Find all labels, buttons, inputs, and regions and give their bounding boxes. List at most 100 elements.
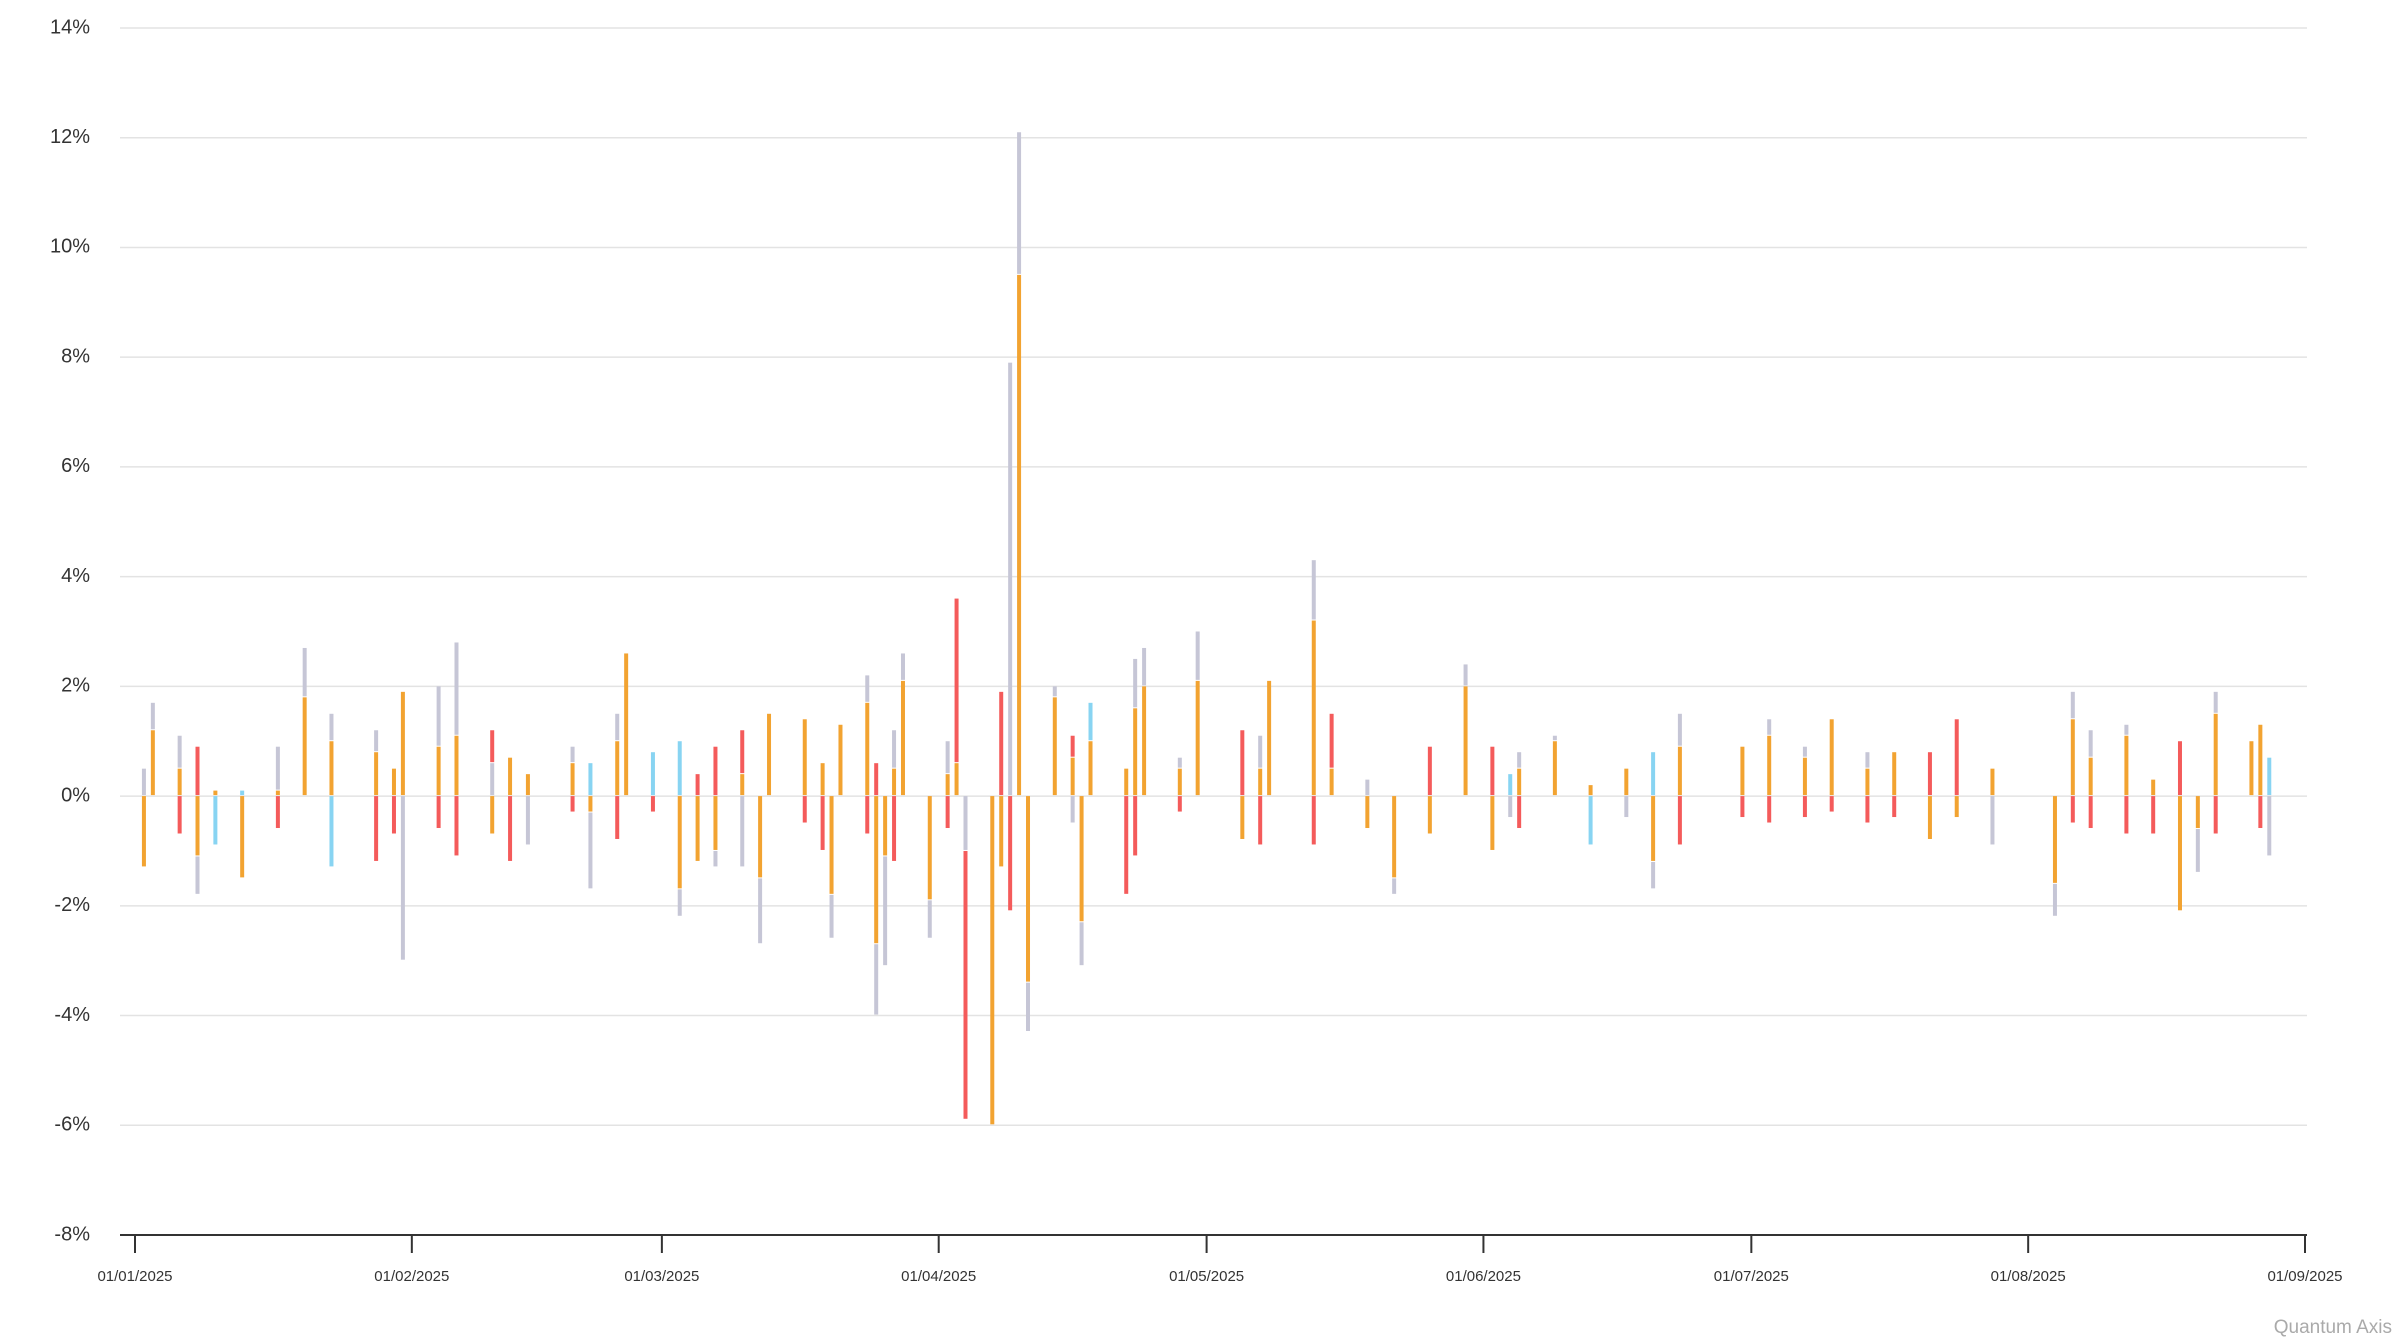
bar-segment: [1651, 752, 1656, 796]
bar-segment: [1365, 779, 1370, 796]
bar-segment: [1927, 796, 1932, 839]
bar-segment: [999, 796, 1004, 867]
bar-segment: [2195, 796, 2200, 829]
bar-segment: [1624, 768, 1629, 796]
bar-segment: [1258, 796, 1263, 845]
bar-segment: [1392, 878, 1397, 894]
y-tick-label: -8%: [54, 1223, 90, 1245]
x-tick-label: 01/01/2025: [97, 1268, 172, 1285]
bar-segment: [740, 796, 745, 867]
bar-segment: [391, 796, 396, 834]
bar-segment: [1677, 746, 1682, 796]
bar-segment: [195, 746, 200, 796]
bar-segment: [454, 796, 459, 856]
x-tick-label: 01/06/2025: [1446, 1268, 1521, 1285]
bar-segment: [436, 686, 441, 746]
bar-segment: [2070, 796, 2075, 823]
bar-segment: [213, 790, 218, 796]
bar-segment: [374, 730, 379, 752]
y-tick-label: 12%: [50, 126, 90, 148]
bar-segment: [2124, 724, 2129, 735]
watermark: Quantum Axis: [2274, 1317, 2392, 1338]
bar-segment: [2177, 796, 2182, 911]
bar-segment: [2070, 719, 2075, 796]
bar-segment: [302, 697, 307, 796]
bar-segment: [1892, 752, 1897, 796]
bar-segment: [1927, 752, 1932, 796]
bar-segment: [177, 735, 182, 768]
bar-segment: [275, 796, 280, 829]
bar-segment: [2052, 796, 2057, 883]
bar-segment: [2258, 724, 2263, 796]
bar-segment: [1311, 620, 1316, 796]
bar-segment: [1588, 785, 1593, 796]
bar-segment: [141, 796, 146, 867]
bar-segment: [874, 763, 879, 796]
bar-segment: [195, 856, 200, 894]
bar-segment: [2151, 779, 2156, 796]
bar-segment: [1517, 768, 1522, 796]
bar-segment: [874, 796, 879, 944]
bar-segment: [758, 878, 763, 944]
bar-segment: [2213, 796, 2218, 834]
bar-segment: [1088, 702, 1093, 741]
y-tick-label: 8%: [61, 345, 90, 367]
bar-segment: [865, 796, 870, 834]
bar-segment: [963, 796, 968, 850]
bar-segment: [2088, 757, 2093, 796]
bar-segment: [436, 746, 441, 796]
bar-segment: [945, 741, 950, 774]
bar-segment: [275, 746, 280, 790]
bar-segment: [615, 796, 620, 839]
bar-segment: [2151, 796, 2156, 834]
bar-segment: [1865, 796, 1870, 823]
bar-segment: [240, 796, 245, 878]
bar-segment: [329, 796, 334, 867]
bar-segment: [1508, 774, 1513, 796]
bar-segment: [150, 730, 155, 796]
bar-segment: [758, 796, 763, 878]
bar-segment: [802, 796, 807, 823]
bar-segment: [2213, 713, 2218, 796]
bar-segment: [802, 719, 807, 796]
bar-segment: [1133, 708, 1138, 796]
bar-segment: [615, 741, 620, 796]
bar-segment: [400, 796, 405, 960]
bar-segment: [1767, 796, 1772, 823]
bar-segment: [2070, 691, 2075, 719]
bar-segment: [141, 768, 146, 796]
bar-segment: [1267, 680, 1272, 796]
bar-segment: [177, 768, 182, 796]
bar-segment: [302, 647, 307, 697]
bar-segment: [1133, 658, 1138, 708]
bar-segment: [1517, 796, 1522, 829]
bar-segment: [1240, 796, 1245, 839]
bar-segment: [874, 944, 879, 1015]
bar-segment: [945, 774, 950, 796]
bar-segment: [677, 741, 682, 796]
bar-segment: [1767, 719, 1772, 735]
bar-segment: [1311, 796, 1316, 845]
bar-segment: [490, 730, 495, 763]
bar-segment: [1070, 757, 1075, 796]
bar-segment: [2249, 741, 2254, 796]
bar-segment: [695, 774, 700, 796]
x-tick-label: 01/03/2025: [624, 1268, 699, 1285]
bar-segment: [1677, 713, 1682, 746]
x-tick-label: 01/04/2025: [901, 1268, 976, 1285]
bar-segment: [1079, 922, 1084, 966]
bar-segment: [508, 796, 513, 861]
bar-segment: [1124, 768, 1129, 796]
bar-segment: [2088, 796, 2093, 829]
bar-segment: [695, 796, 700, 861]
bar-segment: [838, 724, 843, 796]
bar-segment: [150, 702, 155, 730]
y-tick-label: 10%: [50, 236, 90, 258]
bar-segment: [1740, 746, 1745, 796]
bar-segment: [2177, 741, 2182, 796]
bar-segment: [1142, 647, 1147, 686]
bar-segment: [1017, 132, 1022, 274]
bar-segment: [1070, 735, 1075, 757]
bar-segment: [713, 796, 718, 850]
